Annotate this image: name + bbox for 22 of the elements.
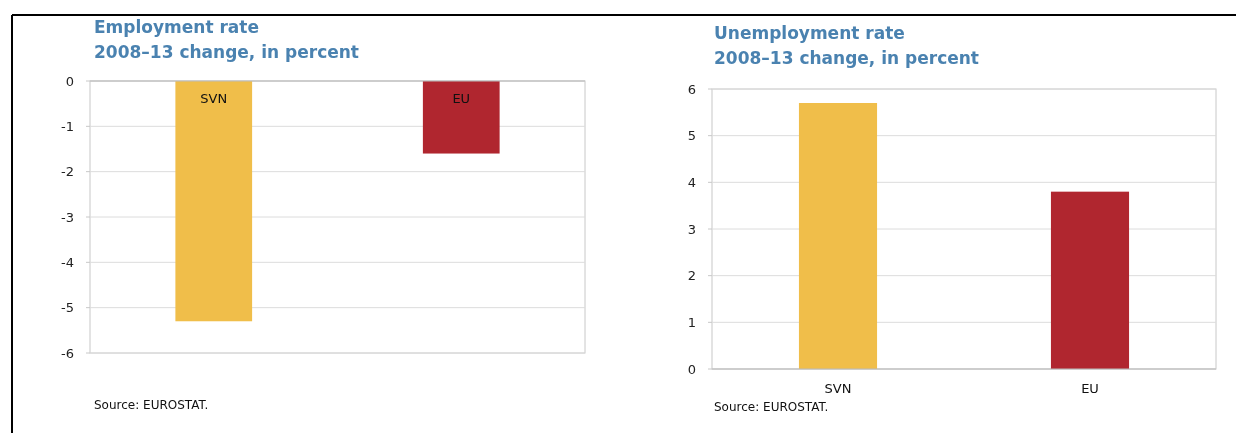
y-tick-label: 1: [687, 314, 696, 330]
x-tick-label: EU: [1081, 381, 1099, 396]
x-tick-label: SVN: [824, 381, 852, 396]
y-tick-label: -6: [61, 345, 74, 361]
y-tick-label: -5: [61, 300, 74, 316]
chart-title: Unemployment rate 2008–13 change, in percent: [714, 23, 979, 68]
y-tick-label: -4: [61, 254, 74, 270]
source-note: Source: EUROSTAT.: [714, 400, 829, 414]
y-tick-label: 3: [687, 221, 696, 237]
y-tick-label: -3: [61, 209, 74, 225]
x-tick-label: SVN: [200, 91, 228, 106]
y-tick-label: 0: [687, 361, 696, 377]
chart-title: Employment rate 2008–13 change, in percent: [94, 17, 359, 62]
source-note: Source: EUROSTAT.: [94, 398, 209, 412]
y-tick-label: 5: [687, 128, 696, 144]
y-tick-label: 0: [65, 73, 74, 89]
y-tick-label: 6: [687, 81, 696, 97]
x-tick-label: EU: [452, 91, 471, 106]
y-tick-label: 2: [687, 268, 696, 284]
y-tick-label: 4: [687, 174, 696, 190]
y-tick-label: -1: [61, 118, 74, 134]
y-tick-label: -2: [61, 164, 74, 180]
